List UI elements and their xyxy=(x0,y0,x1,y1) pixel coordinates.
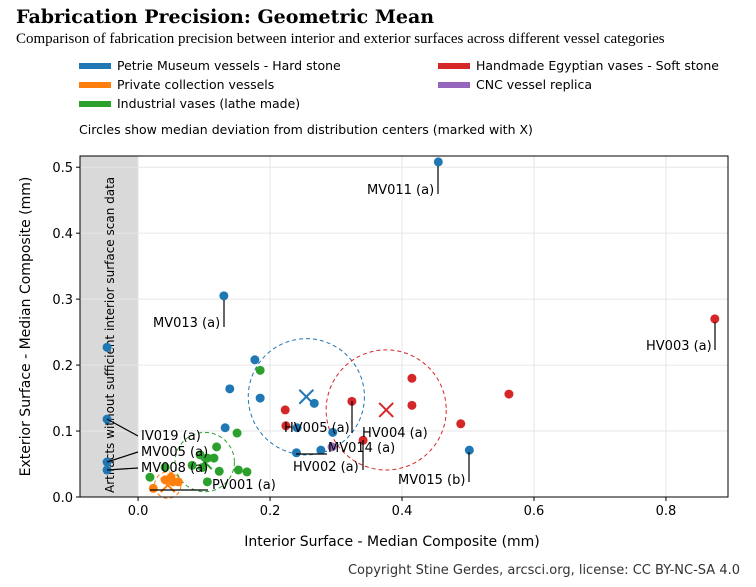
data-point xyxy=(255,393,265,403)
data-point xyxy=(255,365,265,375)
chart-subtitle: Comparison of fabrication precision betw… xyxy=(16,31,665,47)
legend-label: Private collection vessels xyxy=(117,77,275,92)
y-tick-label: 0.0 xyxy=(52,491,73,506)
data-point xyxy=(327,442,337,452)
x-tick-label: 0.6 xyxy=(524,504,545,519)
y-tick-label: 0.3 xyxy=(52,293,73,308)
median-marker xyxy=(298,389,315,405)
x-tick-label: 0.8 xyxy=(656,504,677,519)
data-point xyxy=(173,477,183,487)
data-point xyxy=(250,355,260,365)
median-circle xyxy=(174,431,235,493)
x-axis-label: Interior Surface - Median Composite (mm) xyxy=(244,534,540,550)
data-point xyxy=(710,314,720,324)
legend-label: Industrial vases (lathe made) xyxy=(117,96,301,111)
point-label: IV019 (a) xyxy=(141,429,201,444)
median-x-stroke xyxy=(197,454,213,470)
data-point xyxy=(316,445,326,455)
chart-note: Circles show median deviation from distr… xyxy=(79,122,533,137)
data-point xyxy=(292,423,302,433)
data-point xyxy=(145,472,155,482)
data-point xyxy=(195,450,205,460)
point-label: MV013 (a) xyxy=(153,316,220,331)
data-point xyxy=(328,427,338,437)
legend-item-petrie: Petrie Museum vessels - Hard stone xyxy=(79,58,341,73)
x-tick-label: 0.4 xyxy=(392,504,413,519)
point-label: HV003 (a) xyxy=(646,339,712,354)
x-tick-label: 0.2 xyxy=(260,504,281,519)
label-connector xyxy=(106,467,139,471)
legend-item-handmade: Handmade Egyptian vases - Soft stone xyxy=(438,58,719,73)
point-label: MV005 (a) xyxy=(141,445,208,460)
label-connector xyxy=(106,451,139,463)
shaded-region-label: Artifacts without sufficient interior su… xyxy=(103,177,117,493)
data-point xyxy=(148,483,158,493)
legend-label: Petrie Museum vessels - Hard stone xyxy=(117,58,341,73)
data-point xyxy=(504,389,514,399)
data-point xyxy=(433,157,443,167)
point-label: MV011 (a) xyxy=(367,183,434,198)
median-marker xyxy=(197,454,213,470)
data-point xyxy=(242,467,252,477)
data-point xyxy=(160,462,170,472)
legend-label: CNC vessel replica xyxy=(476,77,592,92)
y-tick-label: 0.5 xyxy=(52,161,73,176)
legend-item-private: Private collection vessels xyxy=(79,77,274,92)
median-circle xyxy=(247,338,365,456)
median-x-stroke xyxy=(378,402,394,418)
legend-item-cnc: CNC vessel replica xyxy=(438,77,592,92)
legend-swatch xyxy=(79,100,111,107)
legend-swatch xyxy=(79,81,111,88)
data-point xyxy=(407,373,417,383)
data-point xyxy=(202,477,212,487)
point-label: MV014 (a) xyxy=(328,441,395,456)
y-tick-label: 0.4 xyxy=(52,227,73,242)
data-point xyxy=(187,460,197,470)
point-label: PV001 (a) xyxy=(212,478,276,493)
point-label: MV015 (b) xyxy=(398,473,465,488)
data-point xyxy=(291,448,301,458)
label-connector xyxy=(106,418,139,437)
x-tick-label: 0.0 xyxy=(128,504,149,519)
legend-item-industrial: Industrial vases (lathe made) xyxy=(79,96,300,111)
legend-label: Handmade Egyptian vases - Soft stone xyxy=(476,58,719,73)
data-point xyxy=(464,445,474,455)
data-point xyxy=(219,291,229,301)
data-point xyxy=(102,342,112,352)
median-circle xyxy=(325,349,447,471)
y-axis-label: Exterior Surface - Median Composite (mm) xyxy=(18,177,34,477)
median-x-stroke xyxy=(298,389,315,405)
data-point xyxy=(233,465,243,475)
data-point xyxy=(220,423,230,433)
y-tick-label: 0.2 xyxy=(52,359,73,374)
legend-swatch xyxy=(438,81,470,88)
data-point xyxy=(214,466,224,476)
copyright-credit: Copyright Stine Gerdes, arcsci.org, lice… xyxy=(347,563,740,578)
chart-title: Fabrication Precision: Geometric Mean xyxy=(16,6,435,28)
legend-swatch xyxy=(438,62,470,69)
legend-swatch xyxy=(79,62,111,69)
point-label: MV008 (a) xyxy=(141,461,208,476)
data-point xyxy=(281,421,291,431)
data-point xyxy=(407,400,417,410)
data-point xyxy=(225,384,235,394)
data-point xyxy=(456,419,466,429)
point-label: HV005 (a) xyxy=(284,421,350,436)
data-point xyxy=(232,428,242,438)
point-label: HV002 (a) xyxy=(293,460,359,475)
data-point xyxy=(280,405,290,415)
shaded-region xyxy=(80,156,139,497)
plot-frame xyxy=(79,155,729,498)
median-marker xyxy=(378,402,394,418)
data-point xyxy=(212,442,222,452)
point-label: HV004 (a) xyxy=(362,426,428,441)
y-tick-label: 0.1 xyxy=(52,425,73,440)
